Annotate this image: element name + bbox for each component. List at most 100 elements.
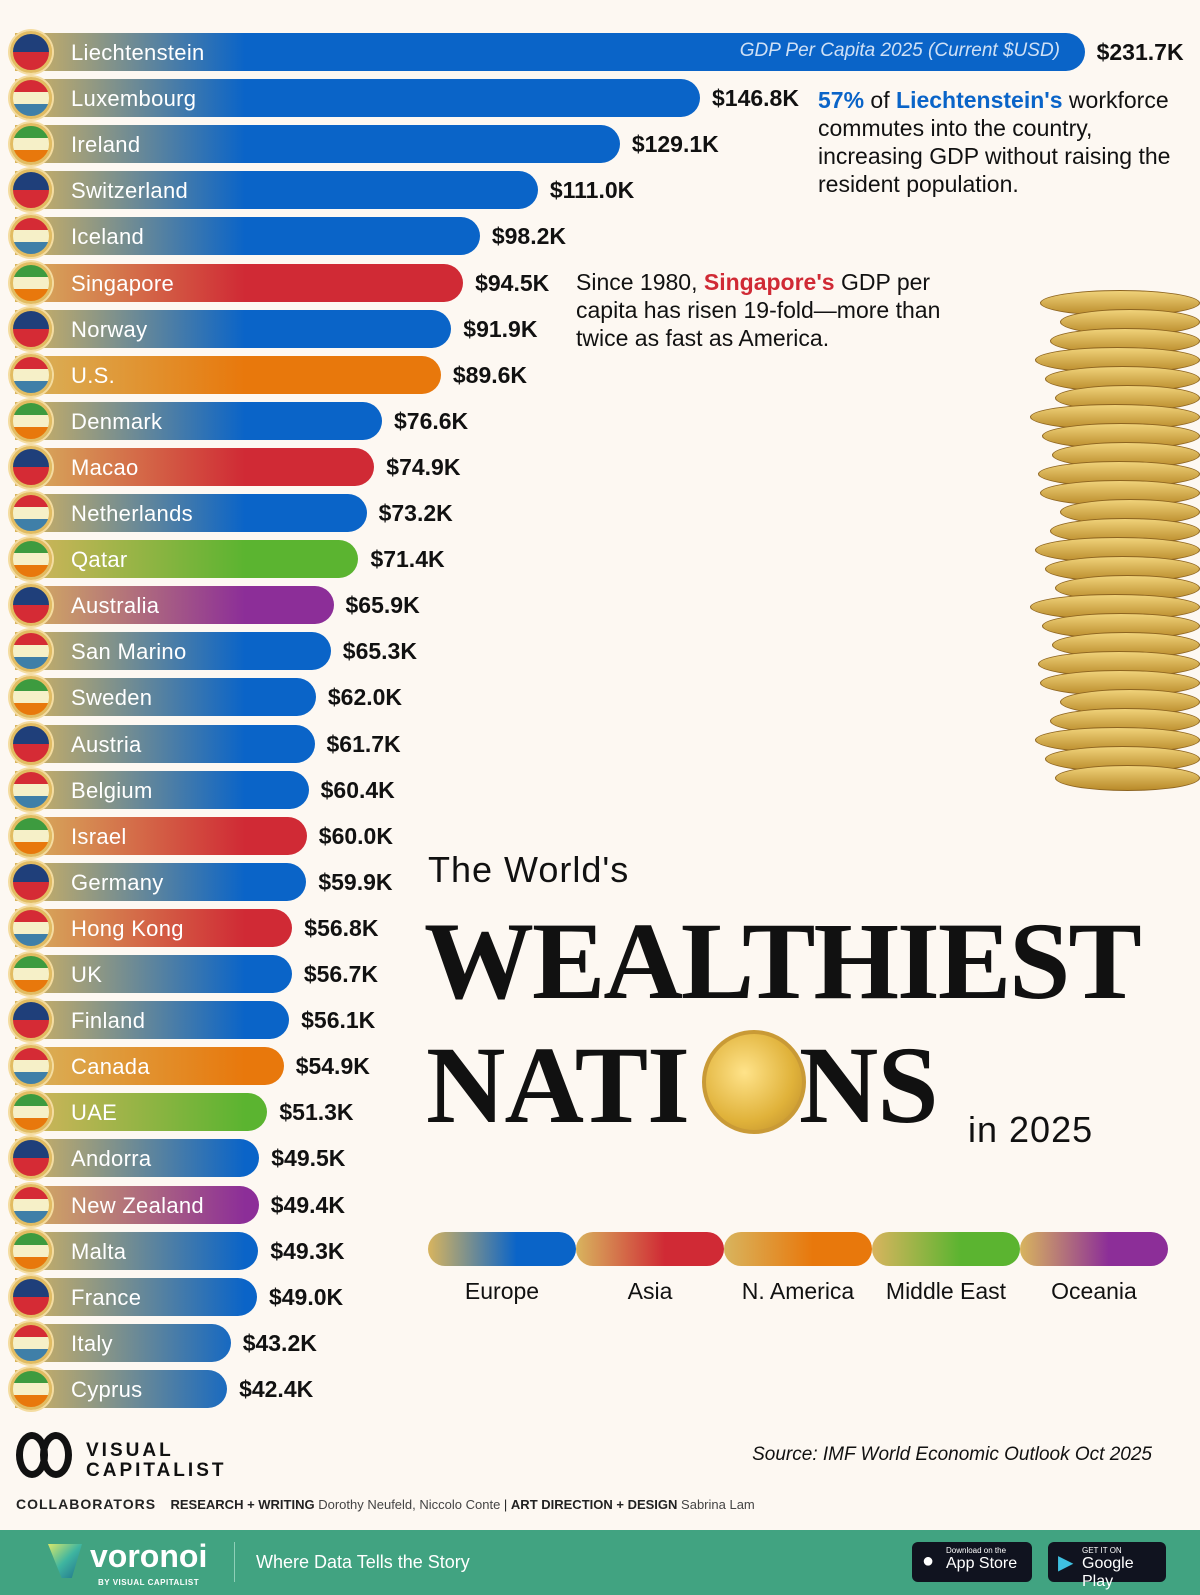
legend-label: Europe — [464, 1278, 540, 1304]
bar — [15, 1185, 259, 1224]
bar — [15, 908, 293, 947]
value-label: $56.7K — [303, 961, 379, 987]
value-label: $91.9K — [463, 315, 538, 342]
title-part: NS — [798, 1024, 939, 1146]
research-names: Dorothy Neufeld, Niccolo Conte — [318, 1497, 501, 1512]
country-label: Netherlands — [71, 501, 193, 526]
app-store-button[interactable]: ● Download on the App Store — [912, 1542, 1032, 1582]
value-label: $74.9K — [386, 453, 461, 480]
gold-coin-icon — [702, 1030, 806, 1134]
legend-swatch — [1020, 1232, 1168, 1266]
bar — [15, 862, 307, 901]
bar — [15, 263, 464, 302]
voronoi-icon — [48, 1544, 82, 1578]
flag-icon — [10, 399, 52, 442]
value-label: $59.9K — [318, 868, 393, 895]
voronoi-logo[interactable]: voronoi — [90, 1538, 208, 1574]
bar — [15, 678, 316, 717]
flag-icon — [10, 169, 52, 212]
flag-icon — [10, 1367, 52, 1410]
bar — [15, 724, 315, 763]
value-label: $231.7K — [1096, 39, 1184, 65]
country-label: France — [71, 1284, 142, 1310]
value-label: $56.1K — [301, 1007, 376, 1034]
flag-icon — [10, 215, 52, 258]
google-play-button[interactable]: ▶ GET IT ON Google Play — [1048, 1542, 1166, 1590]
value-label: $60.0K — [318, 822, 393, 849]
country-label: UAE — [71, 1100, 118, 1126]
flag-icon — [10, 1137, 52, 1180]
country-label: Qatar — [71, 547, 128, 573]
legend-label: Asia — [627, 1278, 673, 1304]
country-label: Sweden — [71, 685, 153, 711]
googleplay-label: Google Play — [1082, 1555, 1134, 1590]
bar — [15, 217, 480, 256]
bar — [15, 586, 334, 625]
bar — [15, 355, 441, 394]
flag-icon — [10, 953, 52, 995]
legend-swatch — [428, 1232, 576, 1266]
flag-icon — [10, 1229, 52, 1272]
note-country: Singapore's — [703, 269, 835, 295]
source: Source: IMF World Economic Outlook Oct 2… — [752, 1444, 1152, 1465]
country-label: Germany — [71, 869, 164, 895]
note-pct: 57% — [818, 87, 865, 113]
country-label: Malta — [71, 1238, 127, 1264]
legend-label: Oceania — [1051, 1278, 1137, 1304]
research-label: RESEARCH + WRITING — [170, 1497, 315, 1512]
note-text: GDP per capita has risen 19-fold—more th… — [576, 269, 941, 351]
value-label: $42.4K — [239, 1375, 314, 1402]
country-label: New Zealand — [71, 1192, 204, 1218]
collaborators: COLLABORATORS RESEARCH + WRITING Dorothy… — [16, 1496, 755, 1512]
legend-swatch — [724, 1232, 872, 1266]
bar — [15, 816, 307, 855]
bar — [15, 401, 382, 440]
bar — [15, 1047, 284, 1086]
bar-chart: GDP Per Capita 2025 (Current $USD) Liech… — [10, 31, 1184, 1410]
legend-swatch — [576, 1232, 724, 1266]
flag-icon — [10, 538, 52, 581]
bar — [15, 79, 700, 118]
bar — [15, 1139, 260, 1178]
flag-icon — [10, 906, 52, 949]
country-label: Italy — [71, 1330, 113, 1356]
bar — [15, 309, 452, 348]
country-label: UK — [71, 962, 103, 987]
value-label: $56.8K — [304, 914, 379, 941]
play-icon: ▶ — [1058, 1552, 1074, 1574]
country-label: Switzerland — [71, 178, 189, 204]
country-label: Iceland — [71, 224, 145, 250]
value-label: $89.6K — [452, 361, 528, 388]
value-label: $94.5K — [475, 269, 550, 296]
value-label: $49.3K — [270, 1237, 345, 1264]
flag-icon — [10, 1321, 52, 1364]
bar — [15, 125, 620, 164]
country-label: Austria — [71, 731, 142, 757]
bar — [15, 447, 375, 486]
value-label: $129.1K — [631, 131, 719, 158]
value-label: $61.7K — [326, 730, 401, 757]
bar — [15, 1093, 268, 1132]
legend-swatch — [872, 1232, 1020, 1266]
flag-icon — [10, 1045, 52, 1088]
value-label: $73.2K — [378, 500, 453, 526]
flag-icon — [10, 999, 52, 1042]
value-label: $62.0K — [327, 684, 403, 711]
appstore-small: Download on the — [946, 1546, 1007, 1555]
country-label: Andorra — [71, 1146, 152, 1172]
title-part: NATI — [426, 1024, 690, 1146]
value-label: $49.4K — [270, 1191, 345, 1218]
flag-icon — [10, 860, 52, 903]
note-text: of — [864, 87, 897, 113]
country-label: Hong Kong — [71, 915, 184, 941]
flag-icon — [10, 77, 52, 120]
value-label: $49.5K — [271, 1145, 346, 1172]
flag-icon — [10, 1183, 52, 1226]
bar — [15, 770, 309, 809]
bar — [15, 540, 359, 579]
flag-icon — [10, 768, 52, 811]
value-label: $76.6K — [393, 407, 469, 434]
bar — [15, 33, 1085, 71]
bar — [15, 1001, 290, 1040]
country-label: San Marino — [71, 639, 187, 665]
